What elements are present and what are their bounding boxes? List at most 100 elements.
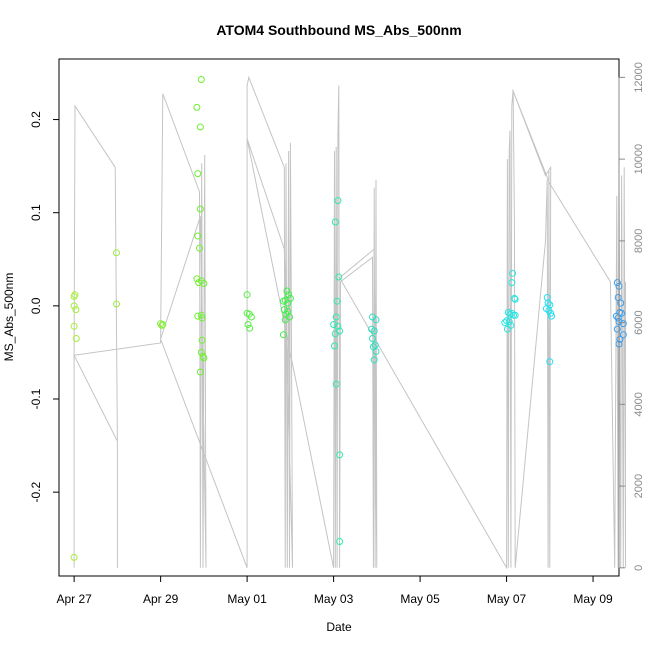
data-point (334, 197, 342, 205)
data-point (159, 321, 167, 328)
data-point (279, 331, 287, 339)
y-tick-label: -0.2 (29, 482, 43, 503)
data-point (194, 170, 202, 178)
y-right-tick-label: 6000 (633, 310, 645, 334)
data-point (198, 336, 206, 344)
data-point (247, 313, 255, 321)
data-point (511, 311, 519, 319)
data-point (613, 325, 621, 333)
y-tick-label: 0.2 (29, 111, 43, 128)
data-point (619, 331, 627, 339)
data-point (158, 321, 166, 329)
x-tick-label: May 09 (573, 592, 613, 606)
data-point (194, 232, 202, 240)
data-point (71, 291, 79, 299)
secondary-series-line (73, 75, 626, 570)
data-point (501, 319, 509, 327)
x-tick-label: Apr 29 (143, 592, 179, 606)
data-point (369, 335, 376, 342)
data-point (547, 309, 555, 317)
data-point (281, 316, 289, 324)
data-point (283, 287, 291, 295)
data-point (508, 279, 516, 287)
x-tick-label: Apr 27 (56, 592, 92, 606)
data-point (198, 314, 206, 322)
chart-title: ATOM4 Southbound MS_Abs_500nm (216, 22, 461, 38)
data-point (200, 354, 208, 362)
data-point (72, 306, 80, 314)
y-right-tick-label: 10000 (633, 144, 645, 175)
data-point (285, 291, 293, 299)
data-point (510, 294, 518, 302)
data-point (619, 320, 627, 328)
data-point (335, 273, 343, 281)
y-right-tick-label: 12000 (633, 62, 645, 93)
x-axis: Apr 27 Apr 29 May 01 May 03 May 05 May 07 May … (56, 575, 613, 606)
y-axis-left: 0.2 0.1 0.0 -0.1 -0.2 (29, 111, 60, 503)
data-point (331, 330, 339, 338)
data-point (72, 335, 80, 342)
data-point (372, 348, 380, 355)
x-axis-label: Date (326, 620, 352, 634)
data-point (507, 321, 515, 329)
data-point (113, 300, 120, 308)
data-point (193, 275, 201, 283)
y-axis-right: 0 2000 4000 6000 8000 10000 12000 (618, 62, 645, 571)
data-point (197, 76, 205, 83)
data-point (196, 123, 204, 131)
data-point (331, 218, 339, 226)
data-point (371, 341, 379, 349)
x-tick-label: May 07 (487, 592, 527, 606)
data-point (614, 314, 622, 322)
data-point (330, 321, 338, 328)
data-point (113, 249, 120, 257)
data-point (196, 244, 203, 252)
data-point (331, 342, 338, 350)
data-point (194, 312, 202, 320)
data-point (332, 380, 340, 388)
data-point (504, 308, 512, 316)
y-right-tick-label: 2000 (633, 474, 645, 498)
data-point (372, 316, 380, 324)
data-point (614, 294, 622, 301)
x-tick-label: May 05 (400, 592, 440, 606)
y-right-tick-label: 8000 (633, 229, 645, 253)
y-tick-label: -0.1 (29, 388, 43, 409)
data-point (334, 322, 342, 330)
data-point (333, 297, 341, 305)
y-tick-label: 0.1 (29, 204, 43, 221)
data-point (196, 205, 204, 213)
y-tick-label: 0.0 (29, 297, 43, 314)
data-point (616, 335, 624, 343)
points-layer (70, 76, 627, 561)
data-point (197, 348, 205, 356)
x-tick-label: May 03 (314, 592, 354, 606)
data-point (197, 311, 205, 319)
data-point (508, 309, 516, 317)
data-point (243, 291, 251, 299)
data-point (332, 313, 340, 321)
data-point (336, 538, 344, 545)
data-point (511, 295, 519, 303)
data-point (284, 299, 292, 307)
data-point (503, 325, 511, 333)
y-right-tick-label: 0 (633, 565, 645, 571)
data-point (70, 322, 78, 330)
data-point (280, 306, 288, 314)
data-point (548, 312, 555, 320)
data-point (336, 451, 344, 459)
data-point (244, 321, 252, 328)
data-point (509, 269, 517, 277)
data-point (505, 318, 513, 326)
data-point (370, 327, 378, 335)
data-point (613, 279, 621, 287)
secondary-line-layer (73, 75, 626, 570)
y-right-tick-label: 4000 (633, 392, 645, 416)
data-point (617, 299, 625, 307)
data-point (193, 103, 201, 111)
data-point (196, 368, 204, 376)
data-point (370, 356, 378, 364)
x-tick-label: May 01 (227, 592, 267, 606)
data-point (70, 302, 78, 310)
